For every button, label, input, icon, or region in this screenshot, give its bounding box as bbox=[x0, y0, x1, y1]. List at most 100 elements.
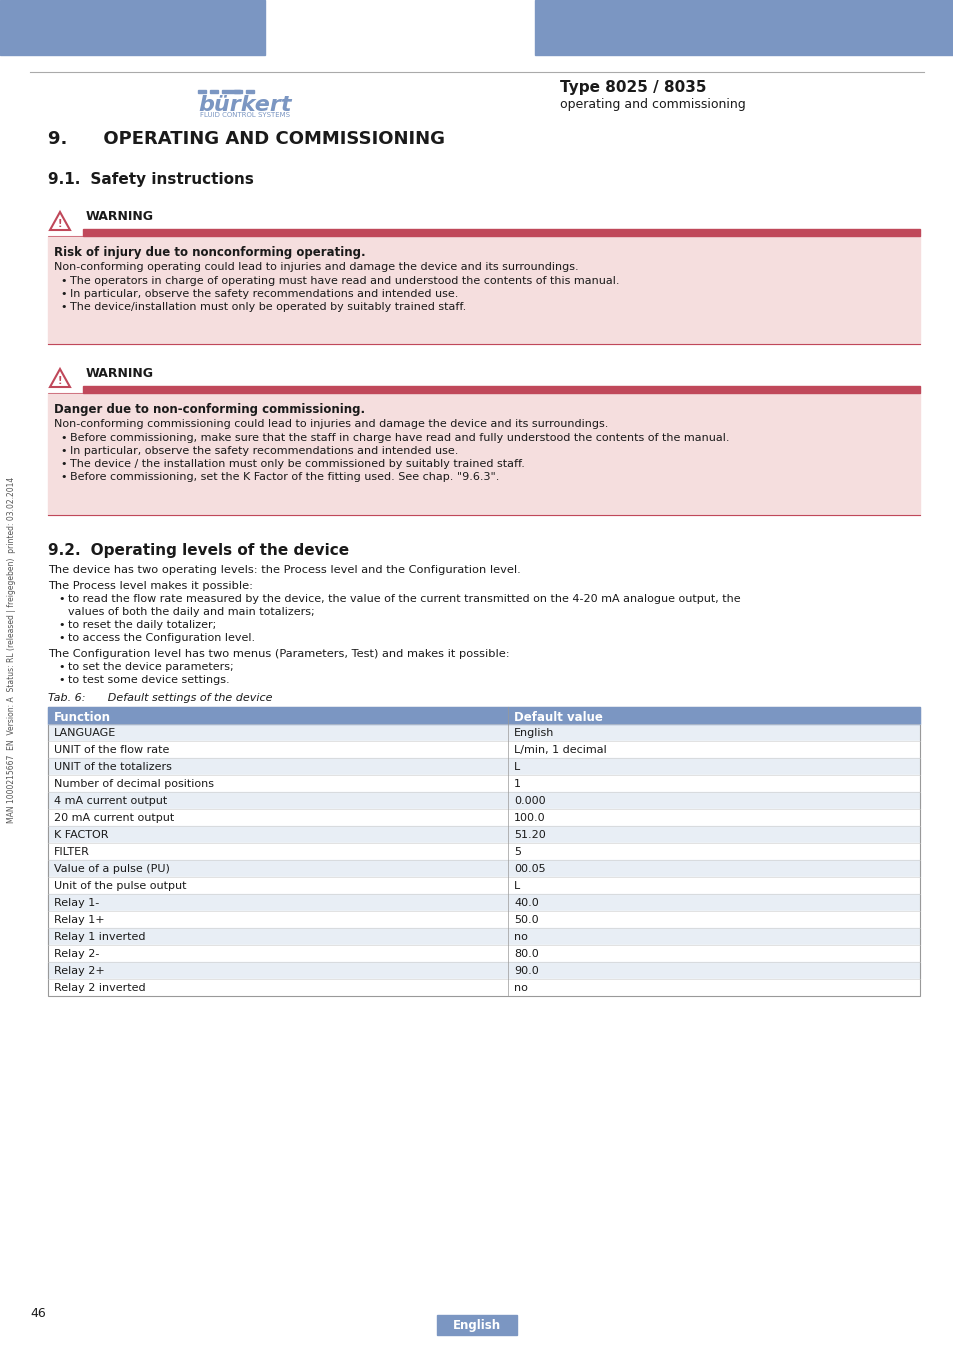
Text: to access the Configuration level.: to access the Configuration level. bbox=[68, 633, 254, 643]
Text: no: no bbox=[514, 983, 527, 994]
Text: 1: 1 bbox=[514, 779, 520, 788]
Text: Default value: Default value bbox=[514, 711, 602, 724]
Bar bbox=[48, 707, 919, 996]
Bar bbox=[246, 90, 253, 93]
Bar bbox=[48, 792, 507, 809]
Bar bbox=[48, 826, 507, 842]
Text: Non-conforming commissioning could lead to injuries and damage the device and it: Non-conforming commissioning could lead … bbox=[54, 418, 608, 429]
Bar bbox=[48, 393, 919, 514]
Text: •: • bbox=[60, 433, 67, 443]
Text: •: • bbox=[60, 275, 67, 286]
Bar bbox=[48, 809, 507, 826]
Bar bbox=[507, 741, 919, 757]
Text: values of both the daily and main totalizers;: values of both the daily and main totali… bbox=[68, 608, 314, 617]
Bar bbox=[48, 911, 507, 927]
Text: UNIT of the totalizers: UNIT of the totalizers bbox=[54, 761, 172, 772]
Text: Relay 1-: Relay 1- bbox=[54, 898, 99, 909]
Bar bbox=[507, 809, 919, 826]
Bar bbox=[83, 230, 919, 236]
Text: •: • bbox=[60, 289, 67, 298]
Text: The Process level makes it possible:: The Process level makes it possible: bbox=[48, 580, 253, 591]
Text: 9.  OPERATING AND COMMISSIONING: 9. OPERATING AND COMMISSIONING bbox=[48, 130, 444, 148]
Text: 00.05: 00.05 bbox=[514, 864, 545, 873]
Bar bbox=[48, 757, 507, 775]
Text: •: • bbox=[58, 675, 65, 684]
Text: 100.0: 100.0 bbox=[514, 813, 545, 823]
Text: L: L bbox=[514, 882, 519, 891]
Text: Number of decimal positions: Number of decimal positions bbox=[54, 779, 213, 788]
Bar bbox=[535, 0, 953, 55]
Bar bbox=[507, 894, 919, 911]
Bar bbox=[507, 724, 919, 741]
Bar bbox=[48, 842, 507, 860]
Text: Tab. 6:  Default settings of the device: Tab. 6: Default settings of the device bbox=[48, 693, 273, 703]
Text: Relay 2 inverted: Relay 2 inverted bbox=[54, 983, 146, 994]
Bar bbox=[222, 90, 240, 93]
Text: to reset the daily totalizer;: to reset the daily totalizer; bbox=[68, 620, 216, 630]
Text: Relay 1 inverted: Relay 1 inverted bbox=[54, 931, 146, 942]
Text: Value of a pulse (PU): Value of a pulse (PU) bbox=[54, 864, 170, 873]
Text: 9.2.  Operating levels of the device: 9.2. Operating levels of the device bbox=[48, 543, 349, 558]
Text: Relay 2+: Relay 2+ bbox=[54, 967, 105, 976]
Text: •: • bbox=[60, 459, 67, 468]
Text: L: L bbox=[514, 761, 519, 772]
Text: Type 8025 / 8035: Type 8025 / 8035 bbox=[559, 80, 706, 94]
Bar bbox=[83, 386, 919, 393]
Bar bbox=[210, 90, 218, 93]
Bar bbox=[48, 894, 507, 911]
Text: The Configuration level has two menus (Parameters, Test) and makes it possible:: The Configuration level has two menus (P… bbox=[48, 649, 509, 659]
Text: LANGUAGE: LANGUAGE bbox=[54, 728, 116, 738]
Text: WARNING: WARNING bbox=[86, 367, 153, 379]
Text: !: ! bbox=[58, 377, 62, 386]
Text: In particular, observe the safety recommendations and intended use.: In particular, observe the safety recomm… bbox=[70, 446, 457, 456]
Bar bbox=[507, 757, 919, 775]
Bar bbox=[507, 826, 919, 842]
Text: English: English bbox=[453, 1319, 500, 1331]
Bar bbox=[507, 707, 919, 724]
Text: FILTER: FILTER bbox=[54, 846, 90, 857]
Bar bbox=[48, 878, 507, 894]
Bar bbox=[507, 792, 919, 809]
Text: •: • bbox=[60, 446, 67, 456]
Text: FLUID CONTROL SYSTEMS: FLUID CONTROL SYSTEMS bbox=[200, 112, 290, 117]
Bar bbox=[48, 775, 507, 792]
Text: The operators in charge of operating must have read and understood the contents : The operators in charge of operating mus… bbox=[70, 275, 618, 286]
Bar bbox=[48, 741, 507, 757]
Text: to set the device parameters;: to set the device parameters; bbox=[68, 662, 233, 672]
Bar bbox=[48, 979, 507, 996]
Text: English: English bbox=[514, 728, 554, 738]
Text: •: • bbox=[60, 472, 67, 482]
Text: 51.20: 51.20 bbox=[514, 830, 545, 840]
Text: UNIT of the flow rate: UNIT of the flow rate bbox=[54, 745, 170, 755]
Bar bbox=[507, 911, 919, 927]
Text: •: • bbox=[60, 302, 67, 312]
Text: •: • bbox=[58, 633, 65, 643]
Text: In particular, observe the safety recommendations and intended use.: In particular, observe the safety recomm… bbox=[70, 289, 457, 298]
Bar bbox=[48, 963, 507, 979]
Bar bbox=[507, 963, 919, 979]
Text: 9.1.  Safety instructions: 9.1. Safety instructions bbox=[48, 171, 253, 188]
Bar bbox=[0, 0, 265, 55]
Text: to test some device settings.: to test some device settings. bbox=[68, 675, 230, 684]
Bar bbox=[198, 90, 206, 93]
Text: Risk of injury due to nonconforming operating.: Risk of injury due to nonconforming oper… bbox=[54, 246, 365, 259]
Text: L/min, 1 decimal: L/min, 1 decimal bbox=[514, 745, 606, 755]
Text: The device / the installation must only be commissioned by suitably trained staf: The device / the installation must only … bbox=[70, 459, 524, 468]
Text: Relay 1+: Relay 1+ bbox=[54, 915, 105, 925]
Bar bbox=[48, 236, 919, 344]
Text: Before commissioning, make sure that the staff in charge have read and fully und: Before commissioning, make sure that the… bbox=[70, 433, 729, 443]
Text: Unit of the pulse output: Unit of the pulse output bbox=[54, 882, 186, 891]
Text: The device has two operating levels: the Process level and the Configuration lev: The device has two operating levels: the… bbox=[48, 566, 520, 575]
Text: MAN 1000215667  EN  Version: A  Status: RL (released | freigegeben)  printed: 03: MAN 1000215667 EN Version: A Status: RL … bbox=[8, 477, 16, 824]
Bar bbox=[507, 878, 919, 894]
Text: 20 mA current output: 20 mA current output bbox=[54, 813, 174, 823]
Text: •: • bbox=[58, 620, 65, 630]
Bar bbox=[507, 979, 919, 996]
Bar bbox=[48, 945, 507, 963]
Text: no: no bbox=[514, 931, 527, 942]
Text: 5: 5 bbox=[514, 846, 520, 857]
Text: 0.000: 0.000 bbox=[514, 796, 545, 806]
Text: 4 mA current output: 4 mA current output bbox=[54, 796, 167, 806]
Text: 40.0: 40.0 bbox=[514, 898, 538, 909]
Bar bbox=[48, 860, 507, 878]
